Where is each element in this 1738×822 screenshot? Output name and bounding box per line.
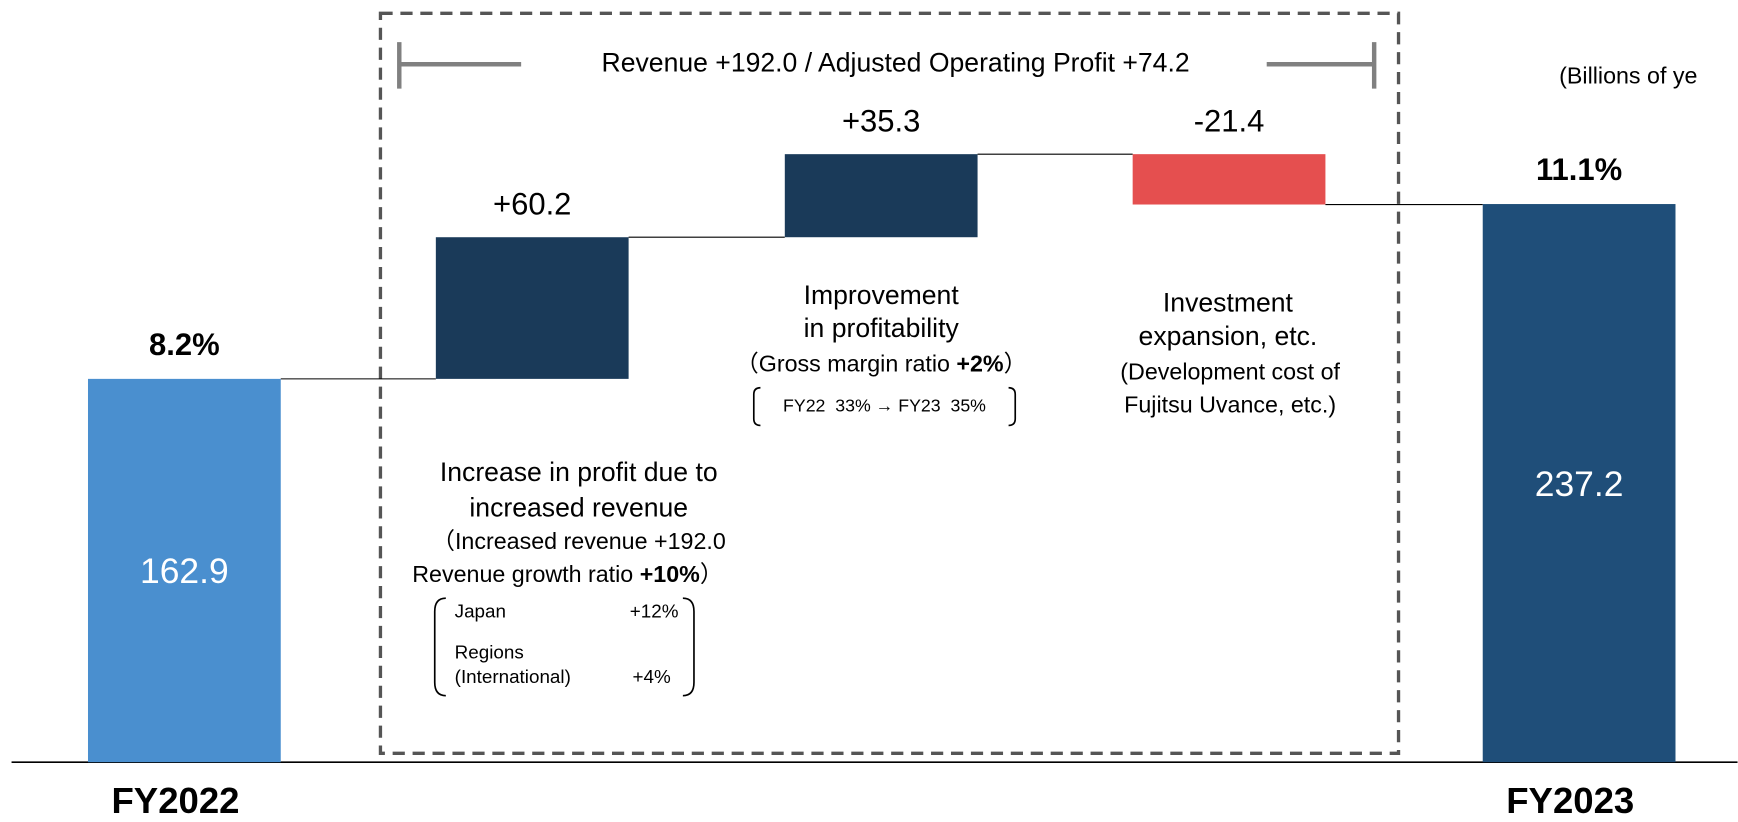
- dashed-box: [378, 11, 1401, 755]
- note-line: in profitability: [804, 313, 960, 343]
- bracket-label: Revenue +192.0 / Adjusted Operating Prof…: [602, 47, 1190, 77]
- note-line: （Gross margin ratio +2%）: [735, 351, 1026, 377]
- bar: [87, 378, 281, 763]
- margin-label: 11.1%: [1536, 152, 1622, 187]
- value-label: -21.4: [1194, 103, 1265, 138]
- note-line: Fujitsu Uvance, etc.): [1124, 392, 1336, 418]
- value-label: 162.9: [140, 551, 229, 591]
- bar: [784, 154, 978, 238]
- note-line: Revenue growth ratio +10%）: [412, 561, 723, 587]
- bar: [1482, 204, 1676, 763]
- note-line: Increase in profit due to: [440, 457, 718, 487]
- value-label: +60.2: [493, 186, 571, 221]
- unit-note: (Billions of ye: [1559, 63, 1697, 89]
- detail-text: FY22 33% → FY23 35%: [783, 395, 986, 415]
- note-part: +10%: [640, 561, 700, 587]
- note-line: （Increased revenue +192.0: [432, 528, 726, 554]
- note-line: Investment: [1163, 288, 1294, 318]
- note-part: （Gross margin ratio: [735, 351, 956, 377]
- value-label: 237.2: [1535, 464, 1624, 504]
- bracket: [397, 42, 1377, 89]
- note-line: expansion, etc.: [1139, 321, 1318, 351]
- note-part: +2%: [956, 351, 1004, 377]
- note-line: (Development cost of: [1120, 358, 1340, 384]
- detail-region: Japan: [455, 601, 506, 622]
- note-part: ）: [700, 561, 723, 587]
- detail-bracket: [752, 386, 1017, 427]
- value-label: +35.3: [842, 103, 920, 138]
- category-label: FY2022: [111, 780, 239, 821]
- note-line: increased revenue: [469, 493, 688, 523]
- margin-label: 8.2%: [149, 327, 220, 362]
- note-part: Revenue growth ratio: [412, 561, 639, 587]
- note-part: ）: [1004, 351, 1027, 377]
- bar: [1132, 154, 1326, 205]
- detail-region: (International): [455, 666, 571, 687]
- bar: [435, 237, 629, 379]
- detail-growth: +4%: [632, 666, 670, 687]
- detail-growth: +12%: [630, 601, 679, 622]
- category-label: FY2023: [1506, 780, 1634, 821]
- detail-region: Regions: [455, 642, 524, 663]
- detail-bracket: [433, 597, 695, 697]
- note-line: Improvement: [804, 280, 960, 310]
